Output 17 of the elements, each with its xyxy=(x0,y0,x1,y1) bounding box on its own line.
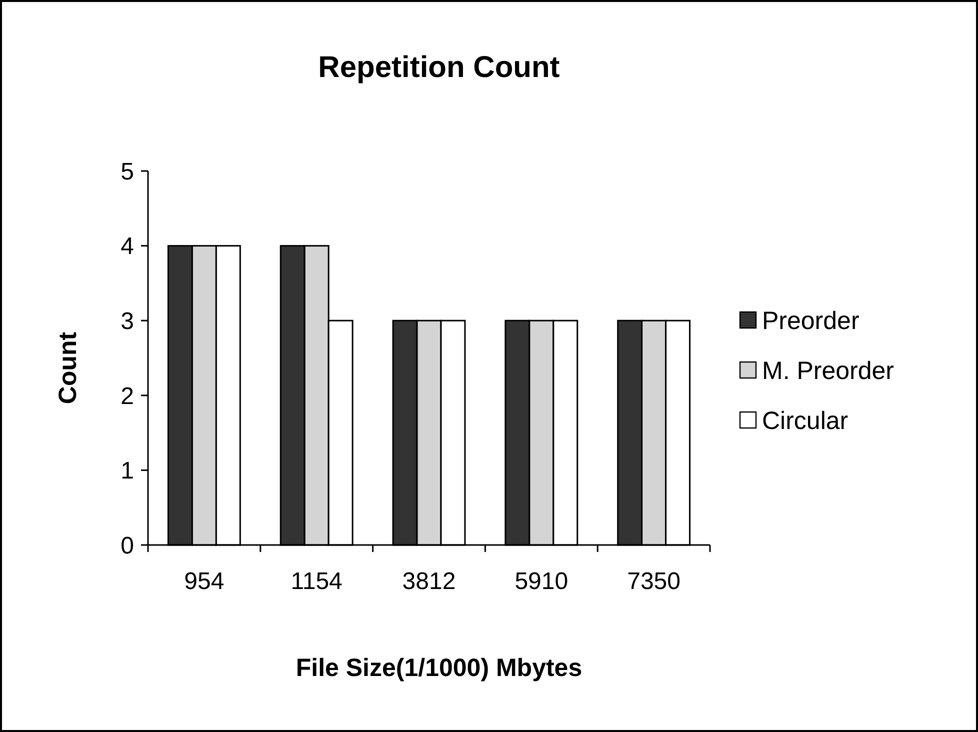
x-tick-label: 5910 xyxy=(514,568,568,595)
y-tick-label: 5 xyxy=(120,158,134,186)
legend-label: M. Preorder xyxy=(762,356,894,385)
chart-title: Repetition Count xyxy=(318,51,560,84)
y-tick-label: 0 xyxy=(120,532,134,560)
y-tick-label: 2 xyxy=(120,382,134,410)
x-tick-label: 954 xyxy=(184,568,224,595)
x-tick-label: 7350 xyxy=(627,568,680,595)
x-axis-title: File Size(1/1000) Mbytes xyxy=(296,654,582,682)
y-axis-title: Count xyxy=(54,331,82,404)
x-tick-label: 3812 xyxy=(402,568,456,595)
legend-label: Circular xyxy=(762,406,848,435)
y-tick-label: 3 xyxy=(120,308,134,335)
y-tick-label: 4 xyxy=(120,233,134,260)
y-tick-label: 1 xyxy=(120,458,134,485)
x-tick-label: 1154 xyxy=(290,568,342,595)
legend-label: Preorder xyxy=(762,306,860,335)
